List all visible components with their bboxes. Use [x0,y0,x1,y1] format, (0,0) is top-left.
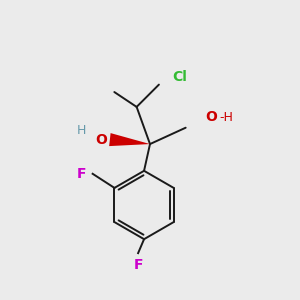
Text: H: H [77,124,86,137]
Text: F: F [134,259,143,272]
Text: O: O [205,110,217,124]
Polygon shape [109,133,150,146]
Text: O: O [95,133,107,147]
Text: Cl: Cl [172,70,187,84]
Text: F: F [76,167,86,181]
Text: -H: -H [219,111,233,124]
